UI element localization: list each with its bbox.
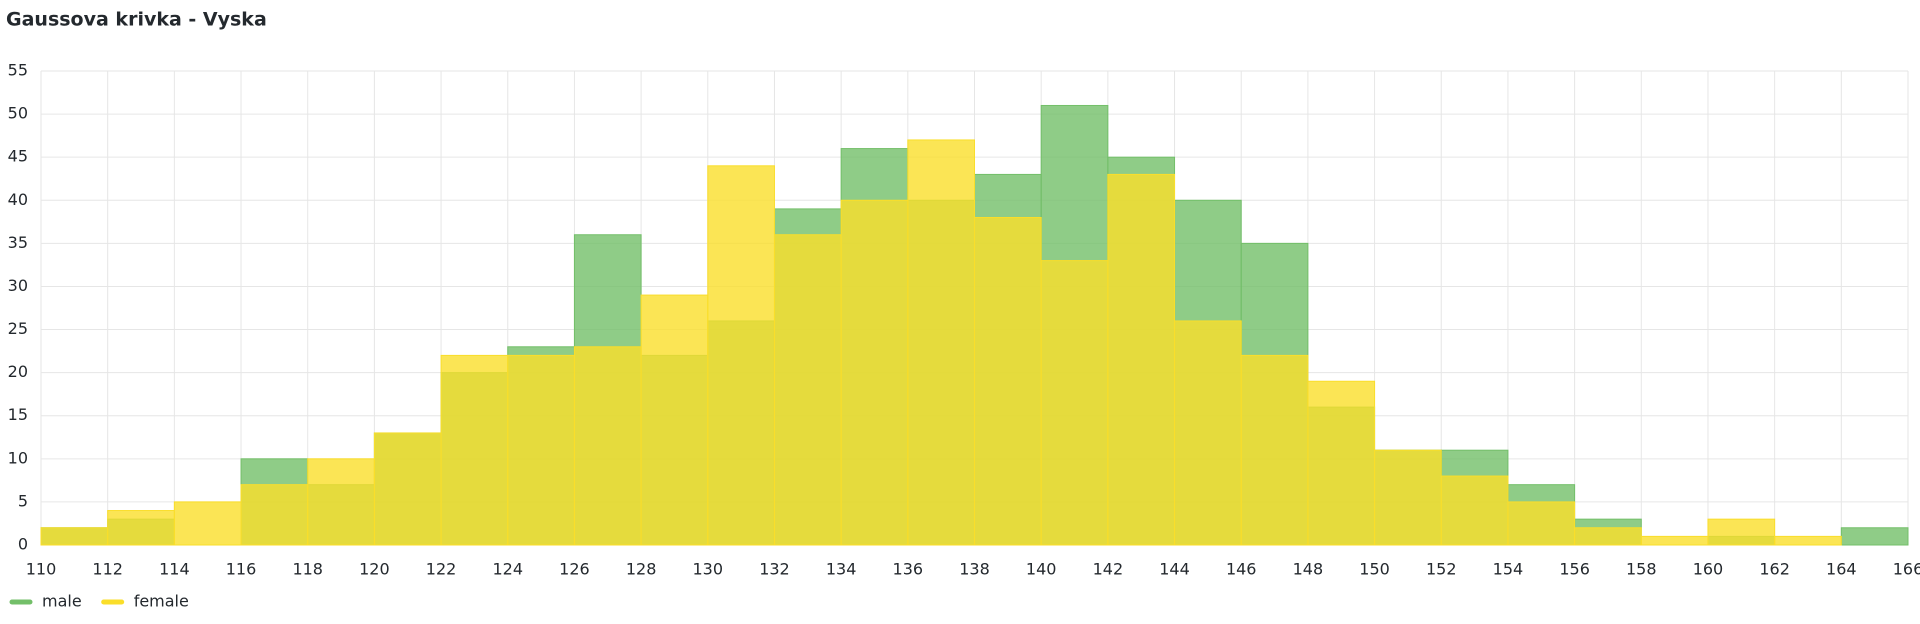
bar bbox=[1840, 527, 1909, 546]
x-tick-label: 154 bbox=[1493, 560, 1524, 579]
bar bbox=[1040, 260, 1109, 546]
legend-label: female bbox=[134, 592, 189, 611]
x-tick-label: 148 bbox=[1293, 560, 1324, 579]
bar bbox=[1307, 380, 1376, 546]
x-tick-label: 150 bbox=[1359, 560, 1390, 579]
y-tick-label: 45 bbox=[8, 147, 28, 166]
x-tick-label: 112 bbox=[92, 560, 123, 579]
bar bbox=[1574, 527, 1642, 546]
bar bbox=[974, 217, 1042, 546]
bar bbox=[507, 354, 575, 546]
bar bbox=[773, 234, 842, 546]
bar bbox=[173, 501, 242, 546]
y-tick-label: 50 bbox=[8, 104, 28, 123]
x-tick-label: 156 bbox=[1559, 560, 1590, 579]
x-tick-label: 140 bbox=[1026, 560, 1057, 579]
x-tick-label: 158 bbox=[1626, 560, 1657, 579]
bar bbox=[1107, 173, 1176, 546]
x-tick-label: 114 bbox=[159, 560, 190, 579]
x-tick-label: 160 bbox=[1693, 560, 1724, 579]
y-tick-label: 0 bbox=[18, 535, 28, 554]
bar bbox=[1174, 320, 1242, 546]
x-tick-label: 164 bbox=[1826, 560, 1857, 579]
legend-label: male bbox=[42, 592, 82, 611]
x-tick-label: 134 bbox=[826, 560, 857, 579]
x-tick-label: 130 bbox=[693, 560, 724, 579]
x-tick-label: 126 bbox=[559, 560, 590, 579]
bar bbox=[707, 165, 775, 546]
x-tick-label: 146 bbox=[1226, 560, 1257, 579]
x-tick-label: 124 bbox=[492, 560, 523, 579]
x-tick-label: 118 bbox=[292, 560, 323, 579]
bar bbox=[1774, 535, 1842, 546]
x-tick-label: 138 bbox=[959, 560, 990, 579]
bar bbox=[307, 458, 375, 546]
bar bbox=[1440, 475, 1509, 546]
bar bbox=[840, 199, 909, 546]
y-tick-label: 20 bbox=[8, 362, 28, 381]
y-tick-label: 40 bbox=[8, 190, 28, 209]
y-tick-label: 35 bbox=[8, 233, 28, 252]
x-tick-label: 162 bbox=[1759, 560, 1790, 579]
x-tick-label: 120 bbox=[359, 560, 390, 579]
x-tick-label: 116 bbox=[226, 560, 257, 579]
x-tick-label: 122 bbox=[426, 560, 457, 579]
y-tick-label: 55 bbox=[8, 61, 28, 80]
bar bbox=[240, 484, 309, 546]
x-tick-label: 136 bbox=[893, 560, 924, 579]
y-tick-label: 15 bbox=[8, 405, 28, 424]
bar bbox=[1507, 501, 1576, 546]
chart-title: Gaussova krivka - Vyska bbox=[6, 9, 267, 31]
y-tick-label: 5 bbox=[18, 491, 28, 510]
bar bbox=[1707, 518, 1776, 546]
bar bbox=[1240, 354, 1309, 546]
x-tick-label: 144 bbox=[1159, 560, 1190, 579]
bar bbox=[573, 346, 642, 546]
x-tick-label: 132 bbox=[759, 560, 790, 579]
bar bbox=[40, 527, 109, 546]
x-tick-label: 110 bbox=[26, 560, 57, 579]
x-tick-label: 142 bbox=[1093, 560, 1124, 579]
y-tick-label: 10 bbox=[8, 448, 28, 467]
bar bbox=[1374, 449, 1442, 546]
x-tick-label: 152 bbox=[1426, 560, 1457, 579]
x-tick-label: 166 bbox=[1893, 560, 1920, 579]
bar bbox=[373, 432, 442, 546]
bar bbox=[107, 510, 175, 546]
x-tick-label: 128 bbox=[626, 560, 657, 579]
y-tick-label: 30 bbox=[8, 276, 28, 295]
bar bbox=[1640, 535, 1709, 546]
bar bbox=[907, 139, 975, 546]
y-tick-label: 25 bbox=[8, 319, 28, 338]
bar bbox=[640, 294, 709, 546]
bar bbox=[440, 354, 509, 546]
